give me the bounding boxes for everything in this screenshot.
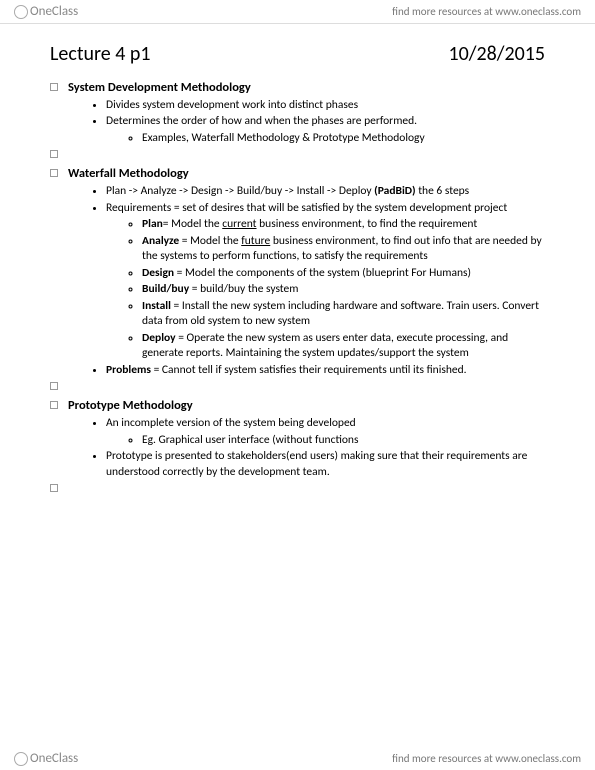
list-item: Build/buy = build/buy the system: [142, 282, 545, 298]
section-spacer: [50, 147, 545, 158]
section-head: System Development Methodology: [50, 80, 545, 97]
footer-tagline: find more resources at www.oneclass.com: [392, 752, 581, 765]
section-title: Waterfall Methodology: [68, 166, 189, 183]
brand-name-footer: OneClass: [30, 751, 78, 766]
section-list: An incomplete version of the system bein…: [90, 416, 545, 480]
page-body: Lecture 4 p1 10/28/2015 System Developme…: [0, 24, 595, 492]
spacer-icon: [50, 484, 58, 492]
section-list: Divides system development work into dis…: [90, 98, 545, 147]
list-item: Prototype is presented to stakeholders(e…: [106, 449, 545, 480]
page-title: Lecture 4 p1: [50, 42, 151, 66]
page-header: OneClass find more resources at www.onec…: [0, 0, 595, 24]
section-bullet-icon: [50, 83, 58, 91]
list-item: Divides system development work into dis…: [106, 98, 545, 114]
section-spacer: [50, 481, 545, 492]
list-item: Plan= Model the current business environ…: [142, 217, 545, 233]
brand-logo-footer: OneClass: [14, 751, 78, 766]
section: Waterfall MethodologyPlan -> Analyze -> …: [50, 166, 545, 390]
brand-logo: OneClass: [14, 4, 78, 19]
title-row: Lecture 4 p1 10/28/2015: [50, 42, 545, 66]
logo-icon: [14, 752, 28, 766]
section-list: Plan -> Analyze -> Design -> Build/buy -…: [90, 184, 545, 378]
list-item: Determines the order of how and when the…: [106, 114, 545, 146]
section: System Development MethodologyDivides sy…: [50, 80, 545, 158]
list-item: Install = Install the new system includi…: [142, 299, 545, 330]
section-title: System Development Methodology: [68, 80, 251, 97]
sub-list: Examples, Waterfall Methodology & Protot…: [126, 131, 545, 147]
list-item: Examples, Waterfall Methodology & Protot…: [142, 131, 545, 147]
list-item: Problems = Cannot tell if system satisfi…: [106, 363, 545, 379]
list-item: Deploy = Operate the new system as users…: [142, 331, 545, 362]
page-footer: OneClass find more resources at www.onec…: [0, 747, 595, 770]
list-item: An incomplete version of the system bein…: [106, 416, 545, 448]
section-spacer: [50, 379, 545, 390]
sub-list: Plan= Model the current business environ…: [126, 217, 545, 362]
section: Prototype MethodologyAn incomplete versi…: [50, 398, 545, 492]
section-head: Prototype Methodology: [50, 398, 545, 415]
section-bullet-icon: [50, 169, 58, 177]
spacer-icon: [50, 150, 58, 158]
sub-list: Eg. Graphical user interface (without fu…: [126, 433, 545, 449]
list-item: Plan -> Analyze -> Design -> Build/buy -…: [106, 184, 545, 200]
page-date: 10/28/2015: [448, 42, 545, 66]
spacer-icon: [50, 382, 58, 390]
section-head: Waterfall Methodology: [50, 166, 545, 183]
section-title: Prototype Methodology: [68, 398, 193, 415]
list-item: Eg. Graphical user interface (without fu…: [142, 433, 545, 449]
header-tagline: find more resources at www.oneclass.com: [392, 5, 581, 18]
list-item: Analyze = Model the future business envi…: [142, 234, 545, 265]
section-bullet-icon: [50, 401, 58, 409]
list-item: Requirements = set of desires that will …: [106, 201, 545, 362]
content: System Development MethodologyDivides sy…: [50, 80, 545, 492]
list-item: Design = Model the components of the sys…: [142, 266, 545, 282]
logo-icon: [14, 5, 28, 19]
brand-name: OneClass: [30, 4, 78, 19]
